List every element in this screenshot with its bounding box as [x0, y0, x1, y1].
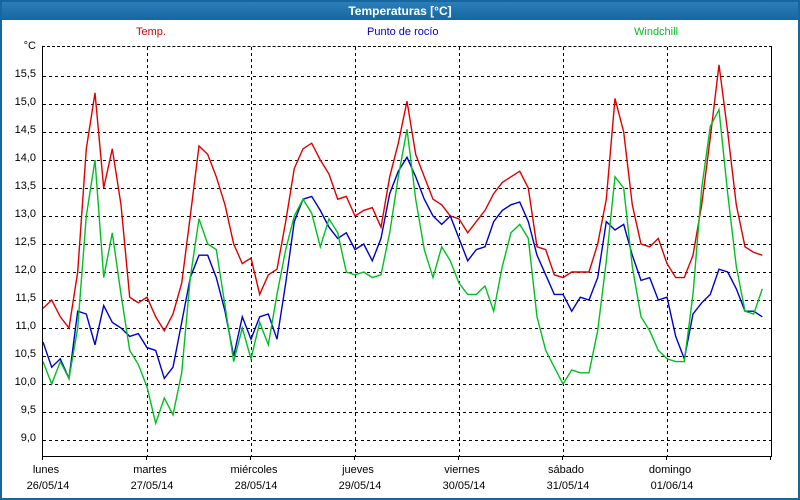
x-axis-day-label: martes	[133, 464, 167, 476]
x-axis-tick	[250, 456, 251, 460]
plot-area	[42, 46, 772, 457]
y-axis-tick-label: 10,5	[14, 348, 36, 360]
y-axis-tick-label: 14,5	[14, 124, 36, 136]
series-line-temp	[43, 64, 763, 333]
x-axis-tick	[458, 456, 459, 460]
y-axis-tick-label: 13,0	[14, 208, 36, 220]
x-axis-day-label: miércoles	[230, 464, 278, 476]
x-axis-tick	[562, 456, 563, 460]
x-axis-day-label: sábado	[547, 464, 585, 476]
series-line-windchill	[43, 107, 763, 426]
y-axis-tick-label: 15,5	[14, 68, 36, 80]
x-axis-tick	[666, 456, 667, 460]
x-axis-day-label: jueves	[342, 464, 374, 476]
x-axis-date-label: 29/05/14	[338, 480, 382, 492]
legend-temp-label: Temp.	[136, 26, 166, 38]
y-axis-tick-label: 11,0	[15, 320, 36, 332]
y-axis-unit-label: °C	[23, 40, 36, 52]
title-bar: Temperaturas [°C]	[2, 2, 798, 20]
series-line-dewpoint	[43, 155, 763, 381]
x-axis-tick	[770, 456, 771, 460]
x-axis-tick	[146, 456, 147, 460]
x-axis-date-label: 26/05/14	[26, 480, 70, 492]
x-axis-tick	[354, 456, 355, 460]
x-axis-date-label: 30/05/14	[442, 480, 486, 492]
y-axis-tick-label: 12,5	[14, 236, 36, 248]
x-axis-date-label: 01/06/14	[650, 480, 694, 492]
x-axis-date-label: 28/05/14	[234, 480, 278, 492]
x-axis-date-label: 31/05/14	[546, 480, 590, 492]
y-axis-tick-label: 14,0	[14, 152, 36, 164]
y-axis-tick-label: 15,0	[14, 96, 36, 108]
x-axis-day-label: viernes	[444, 464, 480, 476]
x-axis-date-label: 27/05/14	[130, 480, 174, 492]
y-axis-tick-label: 12,0	[14, 264, 36, 276]
x-axis-tick	[42, 456, 43, 460]
chart-canvas	[43, 47, 771, 456]
y-axis-tick-label: 10,0	[14, 376, 36, 388]
x-axis-day-label: lunes	[32, 464, 60, 476]
y-axis-tick-label: 13,5	[14, 180, 36, 192]
legend-dewpoint-label: Punto de rocío	[367, 26, 439, 38]
y-axis-tick-label: 11,5	[15, 292, 36, 304]
y-axis-tick-label: 9,5	[20, 404, 36, 416]
x-axis-day-label: domingo	[648, 464, 692, 476]
window-title: Temperaturas [°C]	[348, 4, 452, 18]
y-axis-tick-label: 9,0	[20, 432, 36, 444]
legend-windchill-label: Windchill	[634, 26, 679, 38]
